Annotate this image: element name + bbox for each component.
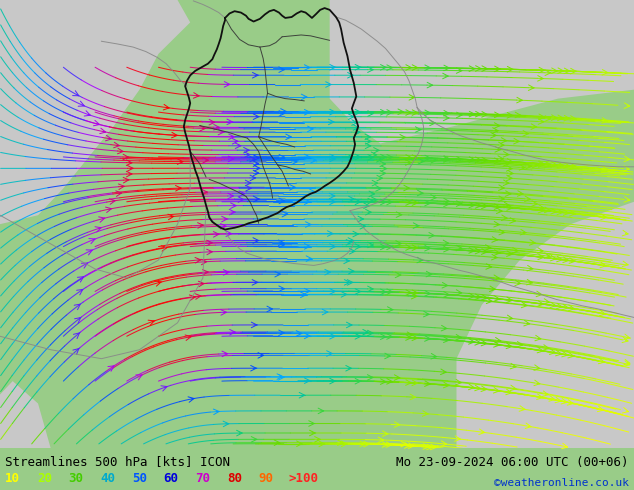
Text: 70: 70 (195, 472, 210, 485)
Polygon shape (330, 0, 634, 144)
Text: >100: >100 (288, 472, 318, 485)
Text: 50: 50 (132, 472, 147, 485)
Text: 20: 20 (37, 472, 52, 485)
Polygon shape (456, 202, 634, 448)
Polygon shape (0, 0, 190, 224)
Text: 80: 80 (227, 472, 242, 485)
Polygon shape (0, 381, 51, 448)
Text: Streamlines 500 hPa [kts] ICON: Streamlines 500 hPa [kts] ICON (5, 456, 230, 468)
Text: 10: 10 (5, 472, 20, 485)
Text: 30: 30 (68, 472, 84, 485)
Text: 40: 40 (100, 472, 115, 485)
Text: 60: 60 (164, 472, 179, 485)
Text: Mo 23-09-2024 06:00 UTC (00+06): Mo 23-09-2024 06:00 UTC (00+06) (396, 456, 629, 468)
Text: 90: 90 (259, 472, 274, 485)
Text: ©weatheronline.co.uk: ©weatheronline.co.uk (494, 478, 629, 488)
